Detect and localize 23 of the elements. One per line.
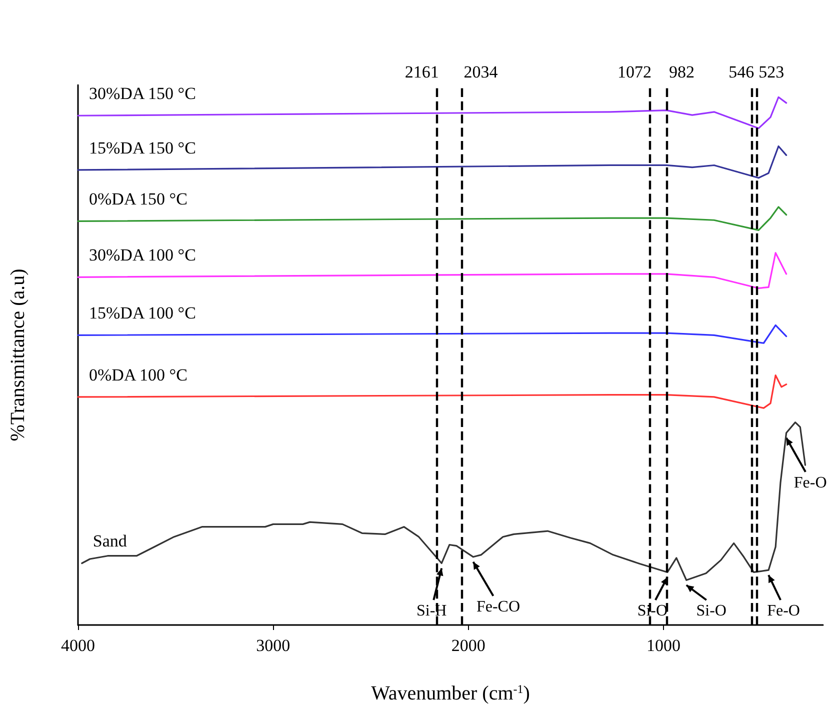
ref-line-label: 982 bbox=[669, 62, 695, 82]
annotation: Si-O bbox=[637, 602, 668, 620]
series-label: 0%DA 100 °C bbox=[89, 365, 188, 384]
annotation: Fe-CO bbox=[476, 598, 520, 616]
annotation: Fe-O bbox=[767, 602, 800, 620]
x-tick-label: 3000 bbox=[256, 636, 290, 655]
ref-line-label: 523 bbox=[758, 62, 784, 82]
x-tick-label: 2000 bbox=[451, 636, 486, 655]
series-label: 15%DA 100 °C bbox=[89, 304, 196, 323]
series-label: 0%DA 150 °C bbox=[89, 190, 188, 209]
annotation: Fe-O bbox=[794, 474, 827, 492]
ref-line-label: 1072 bbox=[617, 62, 652, 82]
x-tick-label: 4000 bbox=[61, 636, 95, 655]
x-tick-label: 1000 bbox=[646, 636, 681, 655]
y-axis-title: %Transmittance (a.u) bbox=[7, 268, 29, 442]
series-label: Sand bbox=[92, 532, 128, 551]
series-label: 30%DA 100 °C bbox=[89, 246, 196, 265]
ref-line-label: 2034 bbox=[464, 62, 498, 82]
ref-line-label: 2161 bbox=[404, 62, 439, 82]
series-label: 30%DA 150 °C bbox=[89, 84, 196, 104]
series-label: 15%DA 150 °C bbox=[89, 138, 196, 158]
annotation: Si-O bbox=[696, 602, 726, 620]
ref-line-label: 546 bbox=[728, 62, 754, 82]
